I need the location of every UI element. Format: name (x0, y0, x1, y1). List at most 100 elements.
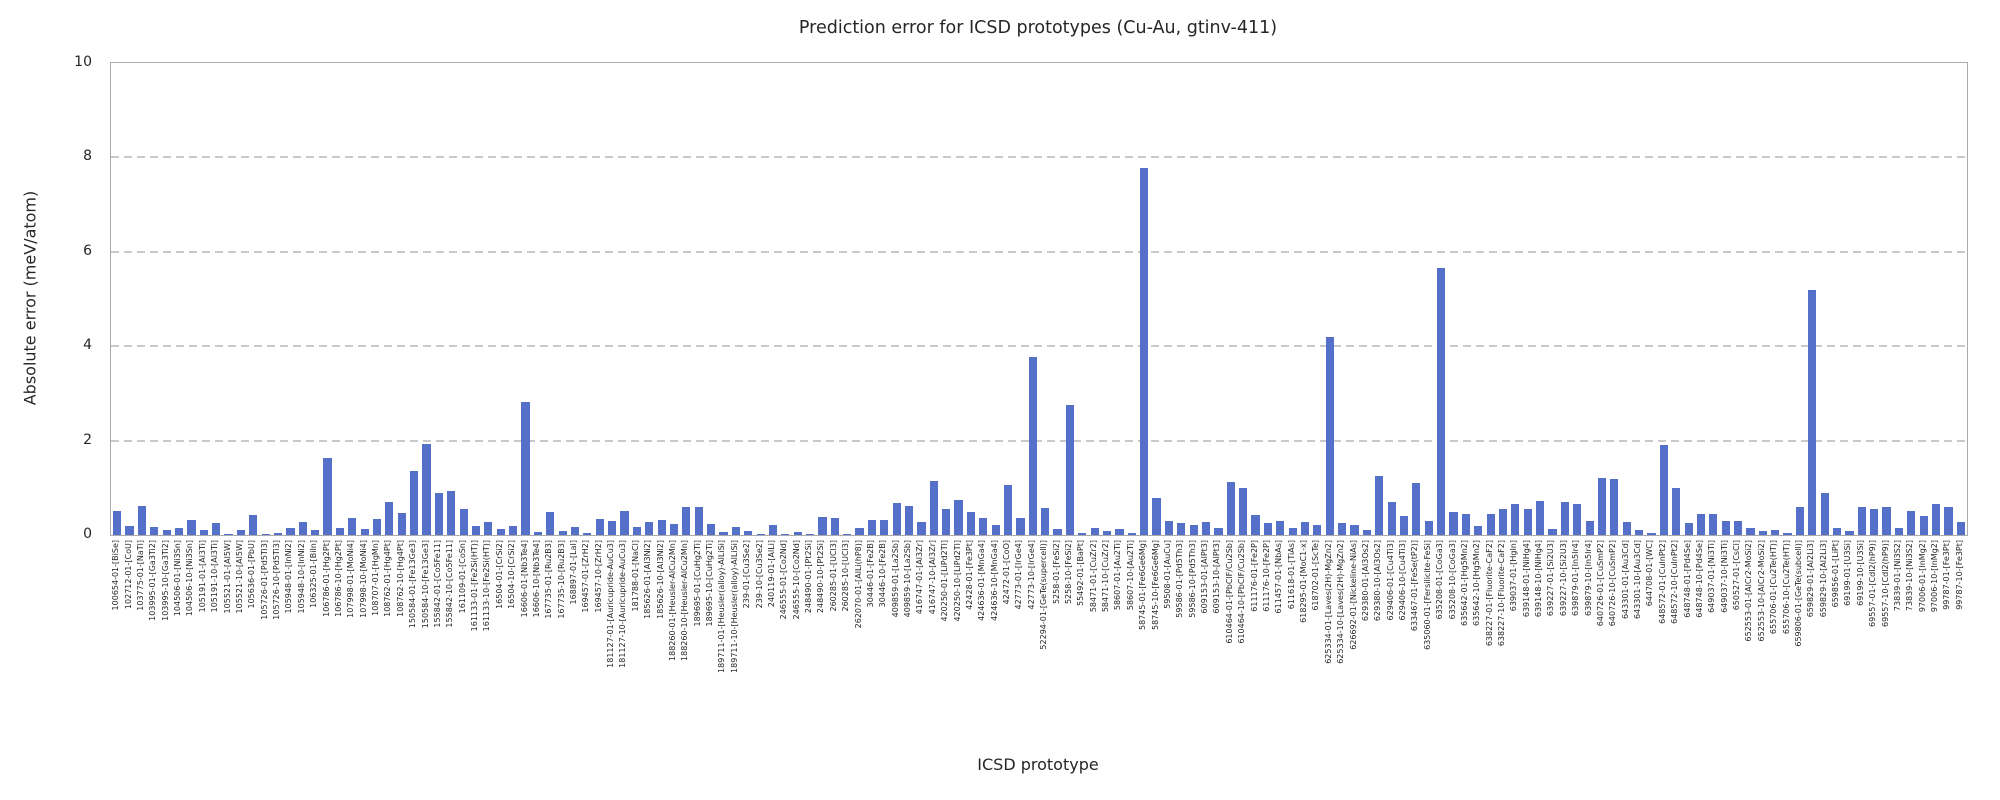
bar (1276, 520, 1285, 535)
bar (1437, 268, 1446, 535)
x-tick-label: 633467-01-[FeSe(tP2)] (1410, 540, 1420, 632)
x-tick-label: 409859-01-[La2Sb] (890, 540, 900, 618)
bar (1214, 527, 1223, 535)
bar (608, 520, 617, 535)
x-tick-label: 107998-01-[MoNi4] (346, 540, 356, 618)
bar (1424, 520, 1433, 535)
gridline (111, 156, 1967, 159)
x-tick-label: 108707-01-[HgMn] (371, 540, 381, 616)
x-tick-label: 610464-01-[PbClF/Cu2Sb] (1224, 540, 1234, 644)
y-tick-label: 0 (83, 526, 92, 542)
bar (521, 401, 530, 535)
bar (236, 530, 245, 535)
x-tick-label: 640726-10-[CuSmP2] (1608, 540, 1618, 627)
x-tick-label: 181127-01-[Auricupride-AuCu3] (606, 540, 616, 668)
x-tick-label: 161133-10-[Fe2Si(HT)] (482, 540, 492, 632)
bar (1696, 513, 1706, 535)
bar (966, 512, 976, 535)
x-tick-label: 611618-01-[TiAs] (1286, 540, 1296, 610)
x-tick-label: 5258-01-[FeSi2] (1051, 540, 1061, 605)
bar (793, 531, 802, 535)
bar (1201, 521, 1211, 535)
bar (224, 533, 233, 535)
bar (273, 532, 283, 535)
x-tick-label: 167735-10-[Ru2B3] (556, 540, 566, 619)
x-tick-label: 655706-10-[Cu2Te(HT)] (1781, 540, 1791, 635)
x-tick-label: 639879-01-[In5Ir4] (1571, 540, 1581, 616)
x-tick-label: 105521-01-[Al5W] (222, 540, 232, 614)
x-tick-label: 59586-10-[Pd5Th3] (1187, 540, 1197, 618)
y-tick-labels: 0 2 4 6 8 10 (0, 54, 100, 542)
x-axis-label: ICSD prototype (977, 755, 1099, 774)
bar (1919, 516, 1928, 535)
x-tick-label: 644708-01-[WC] (1645, 540, 1655, 607)
bar (125, 525, 134, 535)
bar (385, 501, 394, 535)
x-tick-label: 629380-01-[Al3Os2] (1360, 540, 1370, 622)
bar (657, 519, 666, 535)
bar (1548, 529, 1557, 535)
bar (447, 490, 456, 535)
bar (979, 518, 988, 535)
x-tick-label: 639148-10-[NiHg4] (1534, 540, 1544, 618)
bar (150, 526, 159, 535)
x-tick-label: 188260-01-[Heusler-AlCu2Mn] (667, 540, 677, 661)
bar (1028, 356, 1037, 535)
bar (1659, 445, 1668, 535)
x-tick-label: 150584-01-[Fe13Ge3] (408, 540, 418, 629)
x-tick-label: 648748-10-[Pd4Se] (1694, 540, 1704, 618)
bar (1721, 520, 1730, 535)
bar (1003, 485, 1013, 535)
bar (1239, 487, 1248, 535)
bar (187, 519, 196, 535)
x-tick-label: 246555-01-[Co2Nd] (779, 540, 789, 620)
x-tick-label: 97006-10-[InMg2] (1930, 540, 1940, 613)
x-tick-label: 416747-10-[Al3Zr] (927, 540, 937, 615)
bar (1078, 532, 1087, 535)
bar (1362, 530, 1371, 535)
x-tick-label: 42472-01-[CoO] (1002, 540, 1012, 605)
x-tick-label: 181127-10-[Auricupride-AuCu3] (618, 540, 628, 668)
x-tick-labels: 100654-01-[BiSe] 102712-01-[CoU] 103775-01… (110, 540, 1966, 755)
bar (1065, 405, 1075, 535)
x-tick-label: 105636-01-[PbU] (247, 540, 257, 609)
gridline (111, 345, 1967, 348)
x-tick-label: 648572-01-[CuInPt2] (1657, 540, 1667, 624)
bar (991, 524, 1000, 535)
bar (199, 530, 208, 535)
bar (434, 493, 443, 535)
bar (1288, 527, 1297, 535)
bar (1387, 501, 1396, 535)
bar (892, 503, 901, 535)
bar (348, 518, 357, 535)
bar (261, 534, 270, 535)
x-tick-label: 611457-01-[NbAs] (1274, 540, 1284, 614)
bar (1944, 506, 1953, 535)
x-tick-label: 639227-01-[Si2U3] (1546, 540, 1556, 617)
x-tick-label: 169457-10-[ZrH2] (593, 540, 603, 613)
bar (298, 521, 307, 535)
x-tick-label: 104506-01-[Ni3Sn] (173, 540, 183, 617)
bar (1102, 531, 1112, 535)
bar (174, 528, 184, 535)
x-tick-label: 639879-10-[In5Ir4] (1583, 540, 1593, 616)
bar (1771, 530, 1780, 535)
x-tick-label: 150584-10-[Fe13Ge3] (420, 540, 430, 629)
x-tick-label: 105521-10-[Al5W] (234, 540, 244, 614)
bar (867, 519, 877, 535)
bar (1560, 501, 1569, 535)
x-tick-label: 108762-01-[Hg4Pt] (383, 540, 393, 617)
x-tick-label: 409859-10-[La2Sb] (903, 540, 913, 618)
x-tick-label: 659806-01-[GeTe(subcell)] (1793, 540, 1803, 647)
x-tick-label: 659856-01-[LiPt] (1831, 540, 1841, 608)
x-tick-label: 635208-10-[CoGa3] (1447, 540, 1457, 620)
bar (360, 529, 369, 535)
x-tick-label: 648572-10-[CuInPt2] (1670, 540, 1680, 624)
bar (1709, 513, 1718, 535)
x-tick-label: 105948-01-[InNi2] (284, 540, 294, 614)
bar (1338, 523, 1347, 535)
x-tick-label: 161109-01-[CoSn] (457, 540, 467, 614)
bar (471, 526, 481, 535)
x-tick-label: 420250-01-[LiPd2Tl] (940, 540, 950, 622)
x-tick-label: 639148-01-[NiHg4] (1521, 540, 1531, 618)
